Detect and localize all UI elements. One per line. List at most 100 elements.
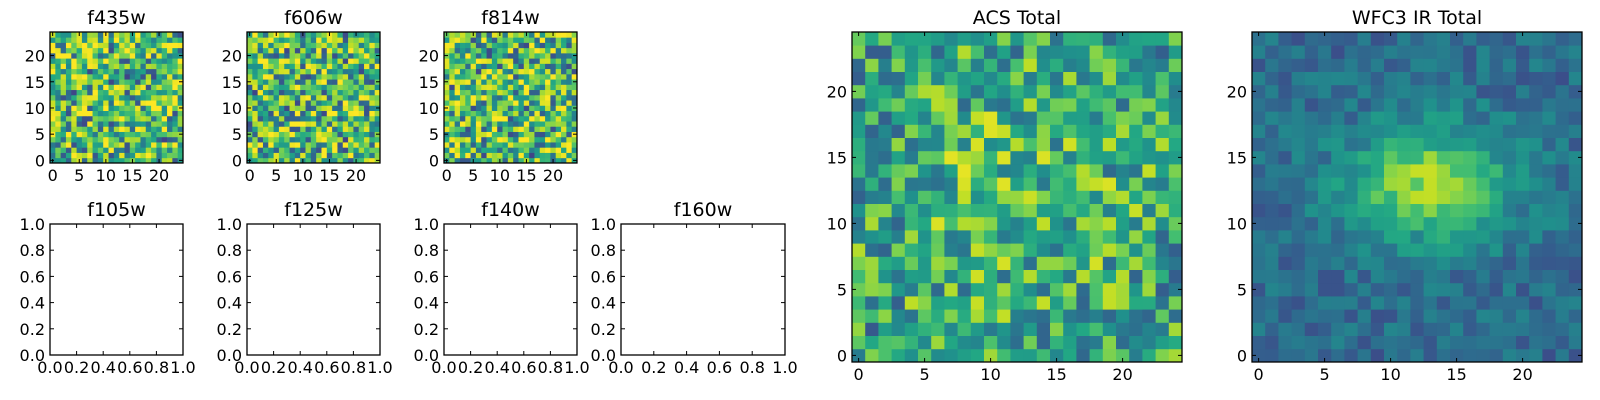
heatmap-cell <box>353 58 360 64</box>
heatmap-cell <box>550 105 557 111</box>
heatmap-cell <box>1129 282 1143 297</box>
heatmap-cell <box>358 94 365 101</box>
heatmap-cell <box>918 32 932 46</box>
heatmap-cell <box>81 110 88 117</box>
heatmap-cell <box>60 131 67 138</box>
heatmap-cell <box>523 121 530 127</box>
x-tick-label: 0.2 <box>641 358 666 377</box>
heatmap-cell <box>1555 335 1570 350</box>
heatmap-cell <box>534 121 541 127</box>
heatmap-cell <box>1265 243 1279 257</box>
heatmap-cell <box>878 296 892 310</box>
heatmap-cell <box>1542 150 1556 165</box>
heatmap-cell <box>931 335 945 350</box>
heatmap-cell <box>284 136 290 143</box>
heatmap-cell <box>81 84 88 91</box>
heatmap-cell <box>1168 282 1183 297</box>
heatmap-cell <box>1116 137 1130 152</box>
heatmap-cell <box>465 47 471 54</box>
heatmap-cell <box>918 230 932 244</box>
heatmap-cell <box>1291 309 1306 323</box>
heatmap-cell <box>252 37 259 43</box>
heatmap-cell <box>326 37 333 43</box>
heatmap-cell <box>289 47 296 54</box>
heatmap-cell <box>1516 256 1530 270</box>
heatmap-cell <box>465 121 471 127</box>
heatmap-cell <box>904 256 919 270</box>
heatmap-cell <box>300 142 306 148</box>
heatmap-cell <box>518 68 525 75</box>
heatmap-cell <box>348 115 354 122</box>
heatmap-cell <box>337 63 344 70</box>
heatmap-cell <box>1331 84 1345 99</box>
heatmap-cell <box>1529 45 1543 59</box>
heatmap-cell <box>1010 309 1024 323</box>
heatmap-cell <box>1568 190 1583 204</box>
heatmap-cell <box>119 73 125 80</box>
heatmap-cell <box>497 79 503 85</box>
heatmap-cell <box>1010 177 1024 191</box>
heatmap-cell <box>852 45 866 59</box>
heatmap-cell <box>167 63 173 70</box>
heatmap-cell <box>904 111 919 125</box>
heatmap-cell <box>1555 150 1570 165</box>
heatmap-cell <box>1450 137 1464 152</box>
heatmap-cell <box>944 243 958 257</box>
heatmap-cell <box>513 94 519 101</box>
heatmap-cell <box>513 142 519 148</box>
heatmap-cell <box>1463 190 1477 204</box>
heatmap-cell <box>534 68 541 75</box>
heatmap-cell <box>1063 45 1077 59</box>
heatmap-cell <box>852 322 866 336</box>
heatmap-cell <box>262 94 269 101</box>
heatmap-cell <box>550 100 557 106</box>
heatmap-cell <box>1291 71 1306 86</box>
y-tick-label: 10 <box>222 99 242 118</box>
heatmap-cell <box>1089 98 1104 112</box>
heatmap-cell <box>81 136 88 143</box>
heatmap-cell <box>481 79 487 85</box>
heatmap-cell <box>321 147 328 153</box>
heatmap-cell <box>1423 124 1438 138</box>
heatmap-cell <box>92 63 99 70</box>
heatmap-cell <box>931 309 945 323</box>
heatmap-cell <box>1063 230 1077 244</box>
heatmap-cell <box>1476 243 1490 257</box>
heatmap-cell <box>459 136 466 143</box>
heatmap-cell <box>534 142 541 148</box>
heatmap-cell <box>497 126 503 132</box>
heatmap-cell <box>337 136 344 143</box>
heatmap-cell <box>1252 256 1266 270</box>
heatmap-cell <box>1142 216 1156 231</box>
heatmap-cell <box>1344 164 1358 178</box>
heatmap-cell <box>1063 190 1077 204</box>
heatmap-cell <box>81 105 88 111</box>
heatmap-cell <box>523 68 530 75</box>
heatmap-cell <box>1370 71 1385 86</box>
heatmap-cell <box>124 58 131 64</box>
heatmap-cell <box>342 94 349 101</box>
heatmap-cell <box>50 42 56 49</box>
heatmap-cell <box>1357 164 1372 178</box>
heatmap-cell <box>481 115 487 122</box>
heatmap-cell <box>50 136 56 143</box>
heatmap-cell <box>151 126 157 132</box>
heatmap-cell <box>454 52 461 59</box>
heatmap-cell <box>60 47 67 54</box>
heatmap-cell <box>539 68 546 75</box>
heatmap-cell <box>247 73 253 80</box>
heatmap-cell <box>167 37 173 43</box>
heatmap-cell <box>1089 269 1104 284</box>
heatmap-cell <box>1463 71 1477 86</box>
heatmap-cell <box>1463 256 1477 270</box>
heatmap-cell <box>1278 111 1292 125</box>
heatmap-cell <box>262 100 269 106</box>
heatmap-cell <box>167 52 173 59</box>
heatmap-cell <box>81 89 88 96</box>
heatmap-cell <box>1370 256 1385 270</box>
heatmap-cell <box>1384 203 1398 218</box>
heatmap-cell <box>97 105 104 111</box>
heatmap-cell <box>140 58 147 64</box>
heatmap-cell <box>475 157 482 164</box>
heatmap-cell <box>491 47 498 54</box>
